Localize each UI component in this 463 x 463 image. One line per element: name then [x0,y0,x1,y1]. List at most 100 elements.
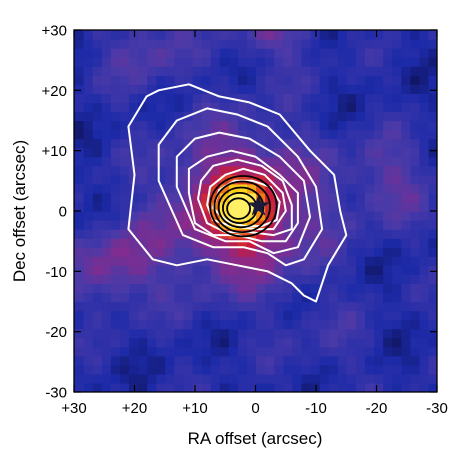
heatmap-cell [237,301,248,312]
heatmap-cell [119,247,130,257]
heatmap-cell [92,238,102,248]
heatmap-cell [418,310,429,321]
heatmap-cell [309,48,320,58]
heatmap-cell [228,120,238,131]
heatmap-cell [400,84,411,94]
heatmap-cell [74,346,84,357]
heatmap-cell [309,229,320,239]
heatmap-cell [182,84,193,94]
heatmap-cell [155,328,166,339]
heatmap-cell [182,328,193,339]
heatmap-cell [364,30,375,40]
heatmap-cell [300,301,311,312]
heatmap-cell [319,364,329,375]
heatmap-cell [373,319,384,330]
heatmap-cell [282,138,293,149]
heatmap-cell [210,373,220,384]
heatmap-cell [110,66,120,76]
heatmap-cell [173,319,184,330]
heatmap-cell [427,265,437,275]
heatmap-cell [300,265,311,275]
heatmap-cell [418,183,429,194]
heatmap-cell [92,355,102,366]
heatmap-cell [101,120,111,131]
heatmap-cell [164,102,175,113]
heatmap-cell [391,201,402,212]
heatmap-cell [246,337,257,348]
heatmap-cell [182,57,193,67]
heatmap-cell [74,147,84,158]
heatmap-cell [146,364,157,375]
heatmap-cell [83,247,93,257]
heatmap-cell [319,292,329,303]
heatmap-cell [309,328,320,339]
heatmap-cell [427,337,437,348]
heatmap-cell [228,48,238,58]
heatmap-cell [264,147,275,158]
heatmap-cell [228,247,238,257]
heatmap-cell [219,283,229,294]
heatmap-cell [282,373,293,384]
heatmap-cell [355,364,365,375]
heatmap-cell [155,319,166,330]
heatmap-cell [427,30,437,40]
heatmap-cell [246,57,257,67]
heatmap-cell [119,93,130,103]
heatmap-cell [155,57,166,67]
heatmap-cell [418,147,429,158]
heatmap-cell [328,211,338,221]
heatmap-cell [328,102,338,113]
heatmap-cell [237,283,248,294]
heatmap-cell [300,328,311,339]
heatmap-cell [92,292,102,303]
heatmap-cell [391,48,402,58]
heatmap-cell [210,355,220,366]
heatmap-cell [346,39,356,49]
heatmap-cell [101,292,111,303]
heatmap-cell [128,211,139,221]
heatmap-cell [182,165,193,176]
heatmap-cell [146,220,157,230]
heatmap-cell [346,201,356,212]
heatmap-cell [391,310,402,321]
heatmap-cell [246,75,257,85]
heatmap-cell [228,274,238,284]
heatmap-cell [300,382,311,392]
heatmap-cell [173,93,184,103]
heatmap-cell [137,93,148,103]
heatmap-cell [237,373,248,384]
heatmap-cell [137,211,148,221]
heatmap-cell [74,382,84,392]
heatmap-cell [246,156,257,167]
heatmap-cell [364,229,375,239]
heatmap-cell [83,66,93,76]
heatmap-cell [182,30,193,40]
heatmap-cell [400,328,411,339]
heatmap-cell [210,229,220,239]
heatmap-cell [210,66,220,76]
heatmap-cell [137,382,148,392]
heatmap-cell [282,156,293,167]
heatmap-cell [364,274,375,284]
heatmap-cell [191,48,202,58]
heatmap-cell [391,75,402,85]
heatmap-cell [373,373,384,384]
heatmap-cell [137,355,148,366]
heatmap-cell [273,355,284,366]
heatmap-cell [128,120,139,131]
heatmap-cell [119,373,130,384]
heatmap-cell [273,48,284,58]
heatmap-cell [246,382,257,392]
heatmap-cell [264,102,275,113]
heatmap-cell [164,256,175,266]
heatmap-cell [309,364,320,375]
heatmap-cell [246,138,257,149]
heatmap-cell [173,48,184,58]
heatmap-cell [282,310,293,321]
heatmap-cell [400,238,411,248]
heatmap-cell [273,265,284,275]
heatmap-cell [173,238,184,248]
heatmap-cell [246,30,257,40]
heatmap-cell [164,147,175,158]
heatmap-cell [346,75,356,85]
